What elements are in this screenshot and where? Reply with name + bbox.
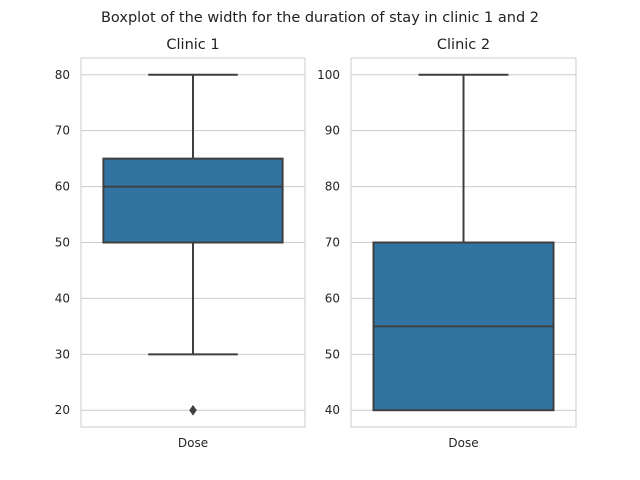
clinic-1-outlier-point <box>189 404 197 416</box>
clinic-2-title: Clinic 2 <box>437 37 490 53</box>
clinic-1-ytick-label: 60 <box>55 180 70 194</box>
clinic-1-title: Clinic 1 <box>166 37 219 53</box>
clinic-1-ytick-label: 50 <box>55 236 70 250</box>
clinic-2-ytick-label: 50 <box>325 347 340 361</box>
clinic-1-box <box>102 157 284 244</box>
clinic-2-panel: Clinic 2 40 50 60 70 80 90 100 Dose <box>317 37 577 450</box>
clinic-1-ytick-label: 70 <box>55 124 70 138</box>
clinic-1-ytick-label: 30 <box>55 347 70 361</box>
clinic-1-panel: Clinic 1 20 30 40 50 60 70 80 Dose <box>55 37 306 450</box>
clinic-2-xtick-label: Dose <box>448 436 478 450</box>
clinic-1-ytick-label: 40 <box>55 291 70 305</box>
clinic-2-axes-frame <box>350 57 577 428</box>
figure-title: Boxplot of the width for the duration of… <box>101 10 539 26</box>
clinic-2-ytick-label: 80 <box>325 180 340 194</box>
clinic-1-axes-frame <box>80 57 306 428</box>
clinic-2-ytick-label: 90 <box>325 124 340 138</box>
clinic-2-ytick-label: 70 <box>325 236 340 250</box>
clinic-1-ytick-label: 20 <box>55 403 70 417</box>
clinic-2-ytick-label: 60 <box>325 291 340 305</box>
clinic-1-ytick-label: 80 <box>55 68 70 82</box>
clinic-2-ytick-label: 100 <box>317 68 340 82</box>
clinic-2-ytick-label: 40 <box>325 403 340 417</box>
clinic-1-xtick-label: Dose <box>178 436 208 450</box>
